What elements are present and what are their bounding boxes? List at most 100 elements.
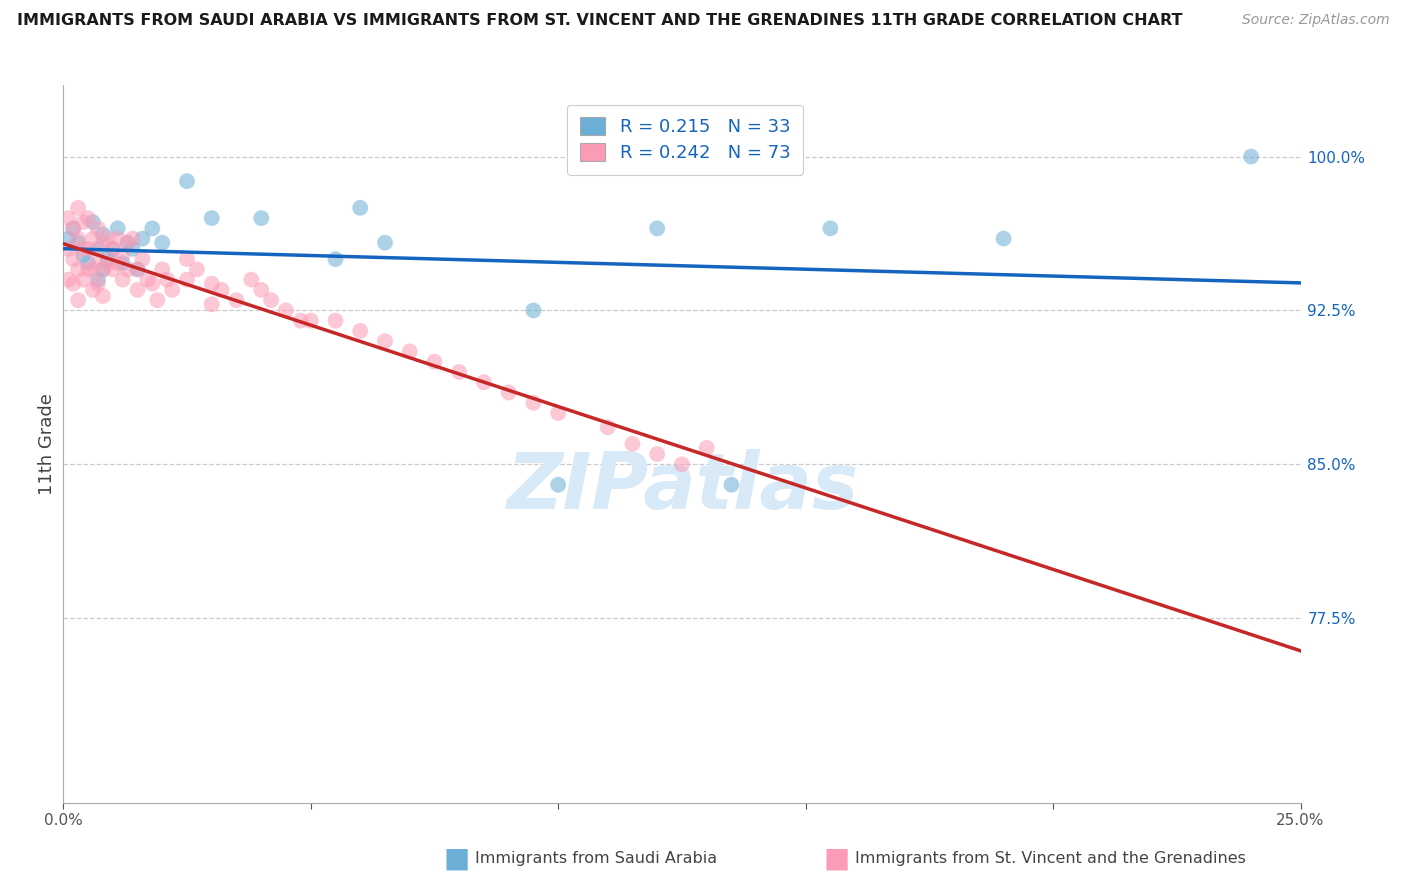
Point (186, 262, 208, 277)
Point (62, 252, 84, 266)
Point (645, 221, 668, 235)
Point (72, 273, 94, 287)
Point (141, 277, 163, 291)
Point (77, 242, 100, 256)
Point (77, 256, 100, 270)
Point (156, 273, 179, 287)
Point (127, 262, 149, 277)
Point (58, 273, 80, 287)
Point (111, 273, 134, 287)
Point (101, 242, 124, 256)
Point (150, 262, 173, 277)
Point (645, 447, 668, 461)
Point (993, 231, 1015, 245)
Text: Immigrants from St. Vincent and the Grenadines: Immigrants from St. Vincent and the Gren… (855, 851, 1246, 865)
Point (596, 420, 619, 434)
Point (82, 215, 104, 229)
Point (91, 235, 114, 250)
Point (141, 221, 163, 235)
Point (107, 231, 129, 245)
Point (91, 262, 114, 277)
Point (522, 395, 544, 409)
Point (671, 458, 693, 472)
Point (547, 406, 569, 420)
Point (131, 231, 153, 245)
Point (720, 477, 742, 491)
Point (117, 235, 139, 250)
Point (176, 174, 198, 188)
Point (67, 201, 90, 215)
Point (58, 231, 80, 245)
Point (160, 283, 183, 297)
Text: ■: ■ (824, 844, 849, 872)
Point (449, 365, 471, 379)
Text: ■: ■ (444, 844, 470, 872)
Point (67, 235, 90, 250)
Point (107, 221, 129, 235)
Point (211, 283, 233, 297)
Point (325, 252, 347, 266)
Point (176, 273, 198, 287)
Point (498, 385, 520, 400)
Point (77, 262, 100, 277)
Point (111, 248, 134, 262)
Point (146, 293, 169, 307)
Point (696, 441, 718, 455)
Point (111, 256, 134, 270)
Point (87, 277, 110, 291)
Point (621, 436, 644, 450)
Point (299, 313, 322, 327)
Point (547, 477, 569, 491)
Point (117, 235, 139, 250)
Legend: R = 0.215   N = 33, R = 0.242   N = 73: R = 0.215 N = 33, R = 0.242 N = 73 (567, 104, 803, 175)
Point (82, 283, 104, 297)
Point (58, 211, 80, 225)
Point (101, 262, 124, 277)
Y-axis label: 11th Grade: 11th Grade (38, 392, 56, 495)
Point (250, 283, 273, 297)
Point (67, 262, 90, 277)
Point (72, 215, 94, 229)
Point (136, 273, 159, 287)
Point (97, 231, 120, 245)
Point (820, 221, 842, 235)
Point (97, 252, 120, 266)
Point (374, 334, 396, 348)
Text: Source: ZipAtlas.com: Source: ZipAtlas.com (1241, 13, 1389, 28)
Point (117, 262, 139, 277)
Point (121, 231, 143, 245)
Point (1240, 149, 1263, 163)
Point (349, 201, 371, 215)
Point (325, 313, 347, 327)
Point (423, 354, 446, 368)
Point (91, 262, 114, 277)
Point (87, 242, 110, 256)
Point (62, 277, 84, 291)
Point (398, 344, 420, 359)
Point (201, 211, 224, 225)
Point (176, 252, 198, 266)
Point (62, 221, 84, 235)
Point (201, 297, 224, 311)
Point (201, 277, 224, 291)
Point (240, 273, 263, 287)
Point (101, 242, 124, 256)
Point (127, 262, 149, 277)
Text: ZIPatlas: ZIPatlas (506, 449, 858, 524)
Point (72, 242, 94, 256)
Point (58, 242, 80, 256)
Point (290, 313, 312, 327)
Point (82, 262, 104, 277)
Point (374, 235, 396, 250)
Text: Immigrants from Saudi Arabia: Immigrants from Saudi Arabia (475, 851, 717, 865)
Text: IMMIGRANTS FROM SAUDI ARABIA VS IMMIGRANTS FROM ST. VINCENT AND THE GRENADINES 1: IMMIGRANTS FROM SAUDI ARABIA VS IMMIGRAN… (17, 13, 1182, 29)
Point (121, 242, 143, 256)
Point (82, 231, 104, 245)
Point (77, 211, 100, 225)
Point (349, 324, 371, 338)
Point (62, 221, 84, 235)
Point (91, 227, 114, 242)
Point (260, 293, 283, 307)
Point (67, 231, 90, 245)
Point (91, 289, 114, 303)
